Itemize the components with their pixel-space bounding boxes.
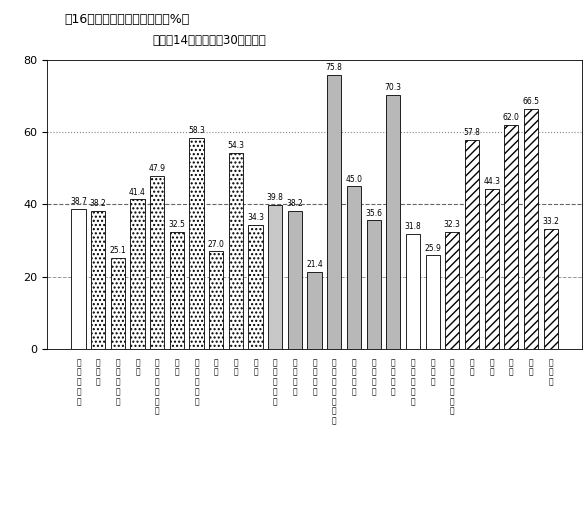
Text: 38.2: 38.2 [286,199,303,208]
Bar [288,211,302,349]
Text: 38.7: 38.7 [70,197,87,206]
Text: 32.3: 32.3 [444,220,461,229]
Bar [505,125,519,349]
Bar [445,232,459,349]
Text: 27.0: 27.0 [208,240,225,249]
Text: 25.1: 25.1 [109,246,126,255]
Text: 21.4: 21.4 [306,260,323,269]
Bar [71,209,85,349]
Bar [347,187,361,349]
Text: 66.5: 66.5 [523,97,540,106]
Text: 34.3: 34.3 [247,213,264,222]
Bar [249,225,263,349]
Bar [544,229,558,349]
Text: 58.3: 58.3 [188,127,205,135]
Text: 38.2: 38.2 [90,199,106,208]
Text: 45.0: 45.0 [345,175,362,183]
Bar [465,140,479,349]
Bar [189,139,203,349]
Bar [426,255,440,349]
Text: 47.9: 47.9 [149,164,166,173]
Bar [485,189,499,349]
Text: 32.5: 32.5 [168,220,185,229]
Text: 41.4: 41.4 [129,188,146,196]
Text: 33.2: 33.2 [542,217,559,226]
Text: 図16　　業種別付加価値率（%）: 図16 業種別付加価値率（%） [65,13,190,26]
Text: 62.0: 62.0 [503,113,520,122]
Bar [308,272,322,349]
Bar [386,95,400,349]
Text: 35.6: 35.6 [365,208,382,217]
Bar [150,176,164,349]
Text: 70.3: 70.3 [385,83,402,92]
Text: 31.8: 31.8 [405,222,422,231]
Bar [366,220,380,349]
Text: 25.9: 25.9 [424,243,441,253]
Bar [524,109,538,349]
Bar [209,252,223,349]
Text: 39.8: 39.8 [267,193,283,202]
Bar [91,211,105,349]
Text: 44.3: 44.3 [483,177,500,186]
Bar [229,153,243,349]
Text: 75.8: 75.8 [326,63,343,72]
Bar [170,232,184,349]
Bar [406,234,420,349]
Text: 57.8: 57.8 [463,128,480,137]
Bar [111,258,125,349]
Bar [327,75,342,349]
Bar [131,200,145,349]
Text: 54.3: 54.3 [228,141,245,150]
Bar [268,205,282,349]
Text: （平成14年：従業者30人以上）: （平成14年：従業者30人以上） [153,34,266,47]
